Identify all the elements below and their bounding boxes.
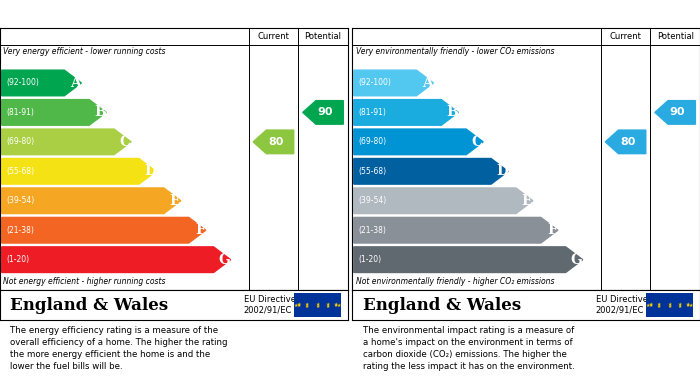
Text: ★: ★ <box>686 302 690 307</box>
Text: (1-20): (1-20) <box>6 255 29 264</box>
Text: C: C <box>120 135 131 149</box>
Polygon shape <box>354 217 558 243</box>
Text: ★: ★ <box>315 304 320 308</box>
Polygon shape <box>1 158 156 184</box>
Text: ★: ★ <box>326 303 330 308</box>
Text: Potential: Potential <box>304 32 342 41</box>
Text: Current: Current <box>258 32 289 41</box>
Text: 90: 90 <box>670 108 685 117</box>
Bar <box>646 293 693 317</box>
Text: ★: ★ <box>326 302 330 307</box>
Text: F: F <box>547 223 556 237</box>
Polygon shape <box>1 217 206 243</box>
Text: ★: ★ <box>297 302 301 307</box>
Text: (21-38): (21-38) <box>6 226 34 235</box>
Text: 80: 80 <box>620 137 636 147</box>
Text: (69-80): (69-80) <box>6 137 34 146</box>
Text: A: A <box>422 76 433 90</box>
Bar <box>294 293 341 317</box>
Text: ★: ★ <box>667 302 672 307</box>
Text: ★: ★ <box>657 303 661 308</box>
Text: B: B <box>94 106 106 119</box>
Text: (55-68): (55-68) <box>6 167 34 176</box>
Text: A: A <box>70 76 80 90</box>
Text: G: G <box>570 253 582 267</box>
Text: ★: ★ <box>689 303 693 308</box>
Polygon shape <box>253 130 294 154</box>
Text: E: E <box>169 194 180 208</box>
Text: (81-91): (81-91) <box>6 108 34 117</box>
Text: Environmental Impact (CO₂) Rating: Environmental Impact (CO₂) Rating <box>360 7 593 21</box>
Text: ★: ★ <box>315 302 320 307</box>
Text: D: D <box>144 164 156 178</box>
Text: ★: ★ <box>294 303 298 308</box>
Text: ★: ★ <box>646 303 650 308</box>
Polygon shape <box>1 188 181 213</box>
Text: ★: ★ <box>304 303 309 308</box>
Text: B: B <box>447 106 459 119</box>
Polygon shape <box>354 70 433 96</box>
Text: The environmental impact rating is a measure of
a home's impact on the environme: The environmental impact rating is a mea… <box>363 326 574 371</box>
Text: Not energy efficient - higher running costs: Not energy efficient - higher running co… <box>4 277 166 286</box>
Text: ★: ★ <box>678 303 682 308</box>
Text: Not environmentally friendly - higher CO₂ emissions: Not environmentally friendly - higher CO… <box>356 277 554 286</box>
Polygon shape <box>606 130 646 154</box>
Text: ★: ★ <box>334 302 338 307</box>
Text: G: G <box>218 253 230 267</box>
Text: (55-68): (55-68) <box>358 167 386 176</box>
Polygon shape <box>1 70 81 96</box>
Text: ★: ★ <box>337 303 341 308</box>
Text: ★: ★ <box>667 304 672 308</box>
Text: Very environmentally friendly - lower CO₂ emissions: Very environmentally friendly - lower CO… <box>356 47 554 56</box>
Text: (92-100): (92-100) <box>358 79 391 88</box>
Text: The energy efficiency rating is a measure of the
overall efficiency of a home. T: The energy efficiency rating is a measur… <box>10 326 228 371</box>
Text: (81-91): (81-91) <box>358 108 386 117</box>
Text: Potential: Potential <box>657 32 694 41</box>
Text: ★: ★ <box>678 302 682 307</box>
Text: 90: 90 <box>318 108 333 117</box>
Text: ★: ★ <box>304 302 309 307</box>
Polygon shape <box>1 247 230 273</box>
Polygon shape <box>354 188 533 213</box>
Text: (39-54): (39-54) <box>6 196 34 205</box>
Text: ★: ★ <box>334 303 338 308</box>
Polygon shape <box>354 247 582 273</box>
Bar <box>601 28 700 45</box>
Text: (39-54): (39-54) <box>358 196 386 205</box>
Polygon shape <box>1 129 131 155</box>
Text: ★: ★ <box>686 303 690 308</box>
Text: F: F <box>195 223 204 237</box>
Text: 80: 80 <box>268 137 284 147</box>
Text: C: C <box>472 135 483 149</box>
Text: (21-38): (21-38) <box>358 226 386 235</box>
Text: Very energy efficient - lower running costs: Very energy efficient - lower running co… <box>4 47 166 56</box>
Text: (69-80): (69-80) <box>358 137 386 146</box>
Text: England & Wales: England & Wales <box>363 297 521 314</box>
Bar <box>248 28 348 45</box>
Text: Current: Current <box>610 32 641 41</box>
Text: ★: ★ <box>297 303 301 308</box>
Polygon shape <box>303 100 343 124</box>
Polygon shape <box>354 158 508 184</box>
Polygon shape <box>1 100 106 125</box>
Text: ★: ★ <box>649 302 653 307</box>
Polygon shape <box>354 129 483 155</box>
Text: ★: ★ <box>649 303 653 308</box>
Polygon shape <box>655 100 695 124</box>
Text: England & Wales: England & Wales <box>10 297 169 314</box>
Text: D: D <box>496 164 508 178</box>
Text: E: E <box>522 194 532 208</box>
Polygon shape <box>354 100 458 125</box>
Text: ★: ★ <box>657 302 661 307</box>
Text: (1-20): (1-20) <box>358 255 381 264</box>
Text: Energy Efficiency Rating: Energy Efficiency Rating <box>8 7 172 21</box>
Text: (92-100): (92-100) <box>6 79 38 88</box>
Text: EU Directive
2002/91/EC: EU Directive 2002/91/EC <box>596 296 648 315</box>
Text: EU Directive
2002/91/EC: EU Directive 2002/91/EC <box>244 296 295 315</box>
